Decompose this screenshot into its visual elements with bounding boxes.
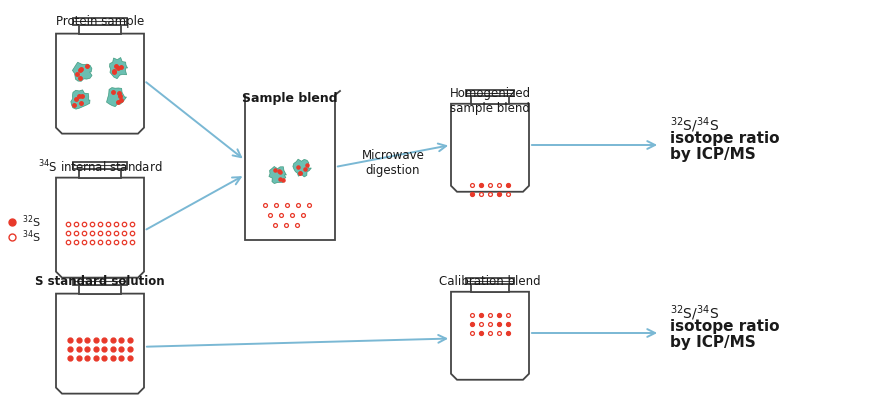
PathPatch shape bbox=[73, 162, 127, 169]
Text: Homogenized
sample blend: Homogenized sample blend bbox=[449, 87, 530, 115]
PathPatch shape bbox=[79, 285, 121, 294]
PathPatch shape bbox=[472, 96, 509, 104]
Text: Calibration blend: Calibration blend bbox=[439, 275, 541, 288]
PathPatch shape bbox=[73, 278, 127, 285]
PathPatch shape bbox=[79, 169, 121, 178]
PathPatch shape bbox=[79, 25, 121, 33]
Polygon shape bbox=[293, 159, 311, 177]
Polygon shape bbox=[107, 87, 126, 107]
PathPatch shape bbox=[465, 278, 514, 284]
Text: $^{34}$S internal standard: $^{34}$S internal standard bbox=[37, 159, 162, 176]
Text: $^{34}$S: $^{34}$S bbox=[22, 229, 41, 245]
Text: Sample blend: Sample blend bbox=[242, 92, 338, 105]
Text: Microwave
digestion: Microwave digestion bbox=[361, 149, 425, 177]
PathPatch shape bbox=[245, 95, 335, 240]
Polygon shape bbox=[71, 90, 90, 109]
PathPatch shape bbox=[56, 294, 144, 394]
Text: by ICP/MS: by ICP/MS bbox=[670, 147, 756, 162]
PathPatch shape bbox=[56, 178, 144, 278]
Polygon shape bbox=[109, 58, 127, 79]
Polygon shape bbox=[72, 62, 92, 81]
PathPatch shape bbox=[451, 292, 529, 380]
PathPatch shape bbox=[73, 18, 127, 25]
PathPatch shape bbox=[451, 104, 529, 192]
Text: isotope ratio: isotope ratio bbox=[670, 131, 780, 146]
Text: by ICP/MS: by ICP/MS bbox=[670, 335, 756, 350]
Text: Protein sample: Protein sample bbox=[56, 15, 144, 28]
Text: $^{32}$S/$^{34}$S: $^{32}$S/$^{34}$S bbox=[670, 303, 719, 322]
PathPatch shape bbox=[56, 33, 144, 134]
PathPatch shape bbox=[472, 284, 509, 292]
Text: $^{32}$S/$^{34}$S: $^{32}$S/$^{34}$S bbox=[670, 115, 719, 135]
Polygon shape bbox=[269, 166, 287, 183]
Text: S standard solution: S standard solution bbox=[36, 275, 165, 288]
Text: $^{32}$S: $^{32}$S bbox=[22, 214, 41, 230]
Text: isotope ratio: isotope ratio bbox=[670, 319, 780, 334]
PathPatch shape bbox=[465, 90, 514, 96]
